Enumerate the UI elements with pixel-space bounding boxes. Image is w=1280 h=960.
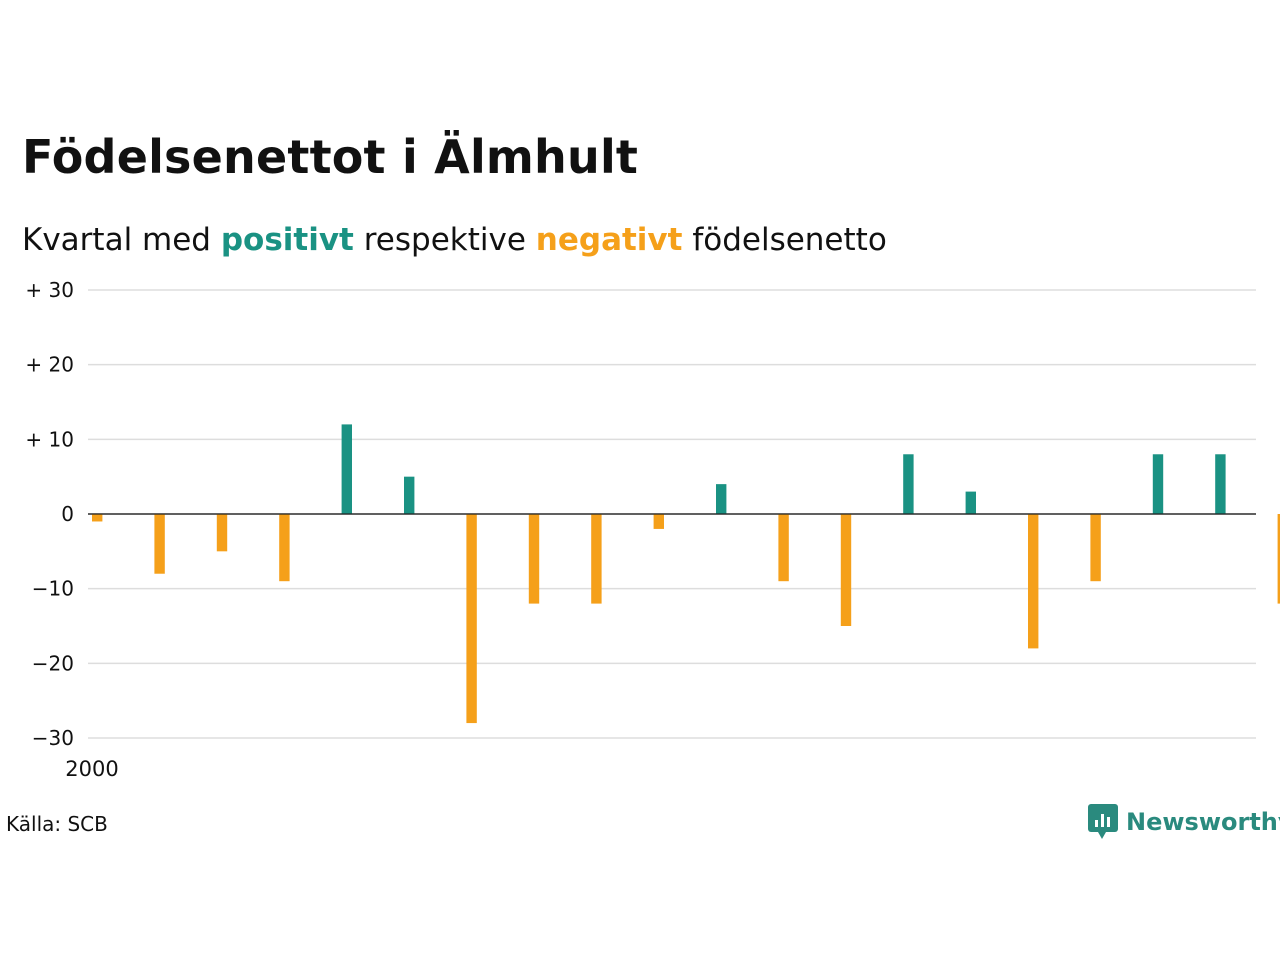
subtitle-positive: positivt: [220, 222, 354, 258]
bar-negative: [653, 514, 664, 529]
bar-negative: [591, 514, 602, 604]
y-tick-label: −10: [32, 577, 74, 601]
bar-negative: [778, 514, 789, 582]
y-tick-label: 0: [61, 502, 74, 526]
bar-negative: [92, 514, 103, 522]
chart-title: Födelsenettot i Älmhult: [22, 130, 639, 184]
bar-negative: [154, 514, 165, 574]
logo-text: Newsworthy: [1126, 808, 1280, 836]
bar-positive: [1152, 454, 1164, 514]
bar-negative: [1090, 514, 1101, 582]
bar-positive: [965, 491, 976, 514]
subtitle-middle: respektive: [353, 222, 536, 258]
x-tick-label: 2000: [65, 757, 118, 781]
bar-negative: [216, 514, 228, 552]
chart-subtitle: Kvartal med positivt respektive negativt…: [22, 222, 887, 258]
bar-positive: [716, 484, 727, 514]
subtitle-negative: negativt: [535, 222, 683, 258]
bar-negative: [840, 514, 852, 626]
y-tick-label: + 10: [25, 427, 74, 451]
subtitle-prefix: Kvartal med: [22, 222, 221, 258]
y-tick-label: + 20: [25, 353, 74, 377]
bar-negative: [528, 514, 540, 604]
bar-negative: [1277, 514, 1280, 604]
newsworthy-logo: Newsworthy: [1088, 804, 1280, 840]
bar-positive: [903, 454, 914, 514]
source-note: Källa: SCB: [6, 812, 108, 836]
newsworthy-icon: [1088, 804, 1118, 839]
bar-positive: [404, 476, 415, 514]
y-tick-label: + 30: [25, 278, 74, 302]
bar-positive: [341, 424, 352, 514]
bar-positive: [1215, 454, 1226, 514]
subtitle-suffix: födelsenetto: [682, 222, 887, 258]
bar-layer: [92, 424, 1280, 724]
axis-layer: + 30+ 20+ 100−10−20−30200020052010201520…: [25, 278, 1256, 781]
bar-negative: [1028, 514, 1039, 649]
bar-negative: [279, 514, 290, 582]
bar-chart: + 30+ 20+ 100−10−20−30200020052010201520…: [25, 278, 1280, 781]
bar-negative: [466, 514, 477, 724]
y-tick-label: −30: [32, 726, 74, 750]
y-tick-label: −20: [32, 651, 74, 675]
